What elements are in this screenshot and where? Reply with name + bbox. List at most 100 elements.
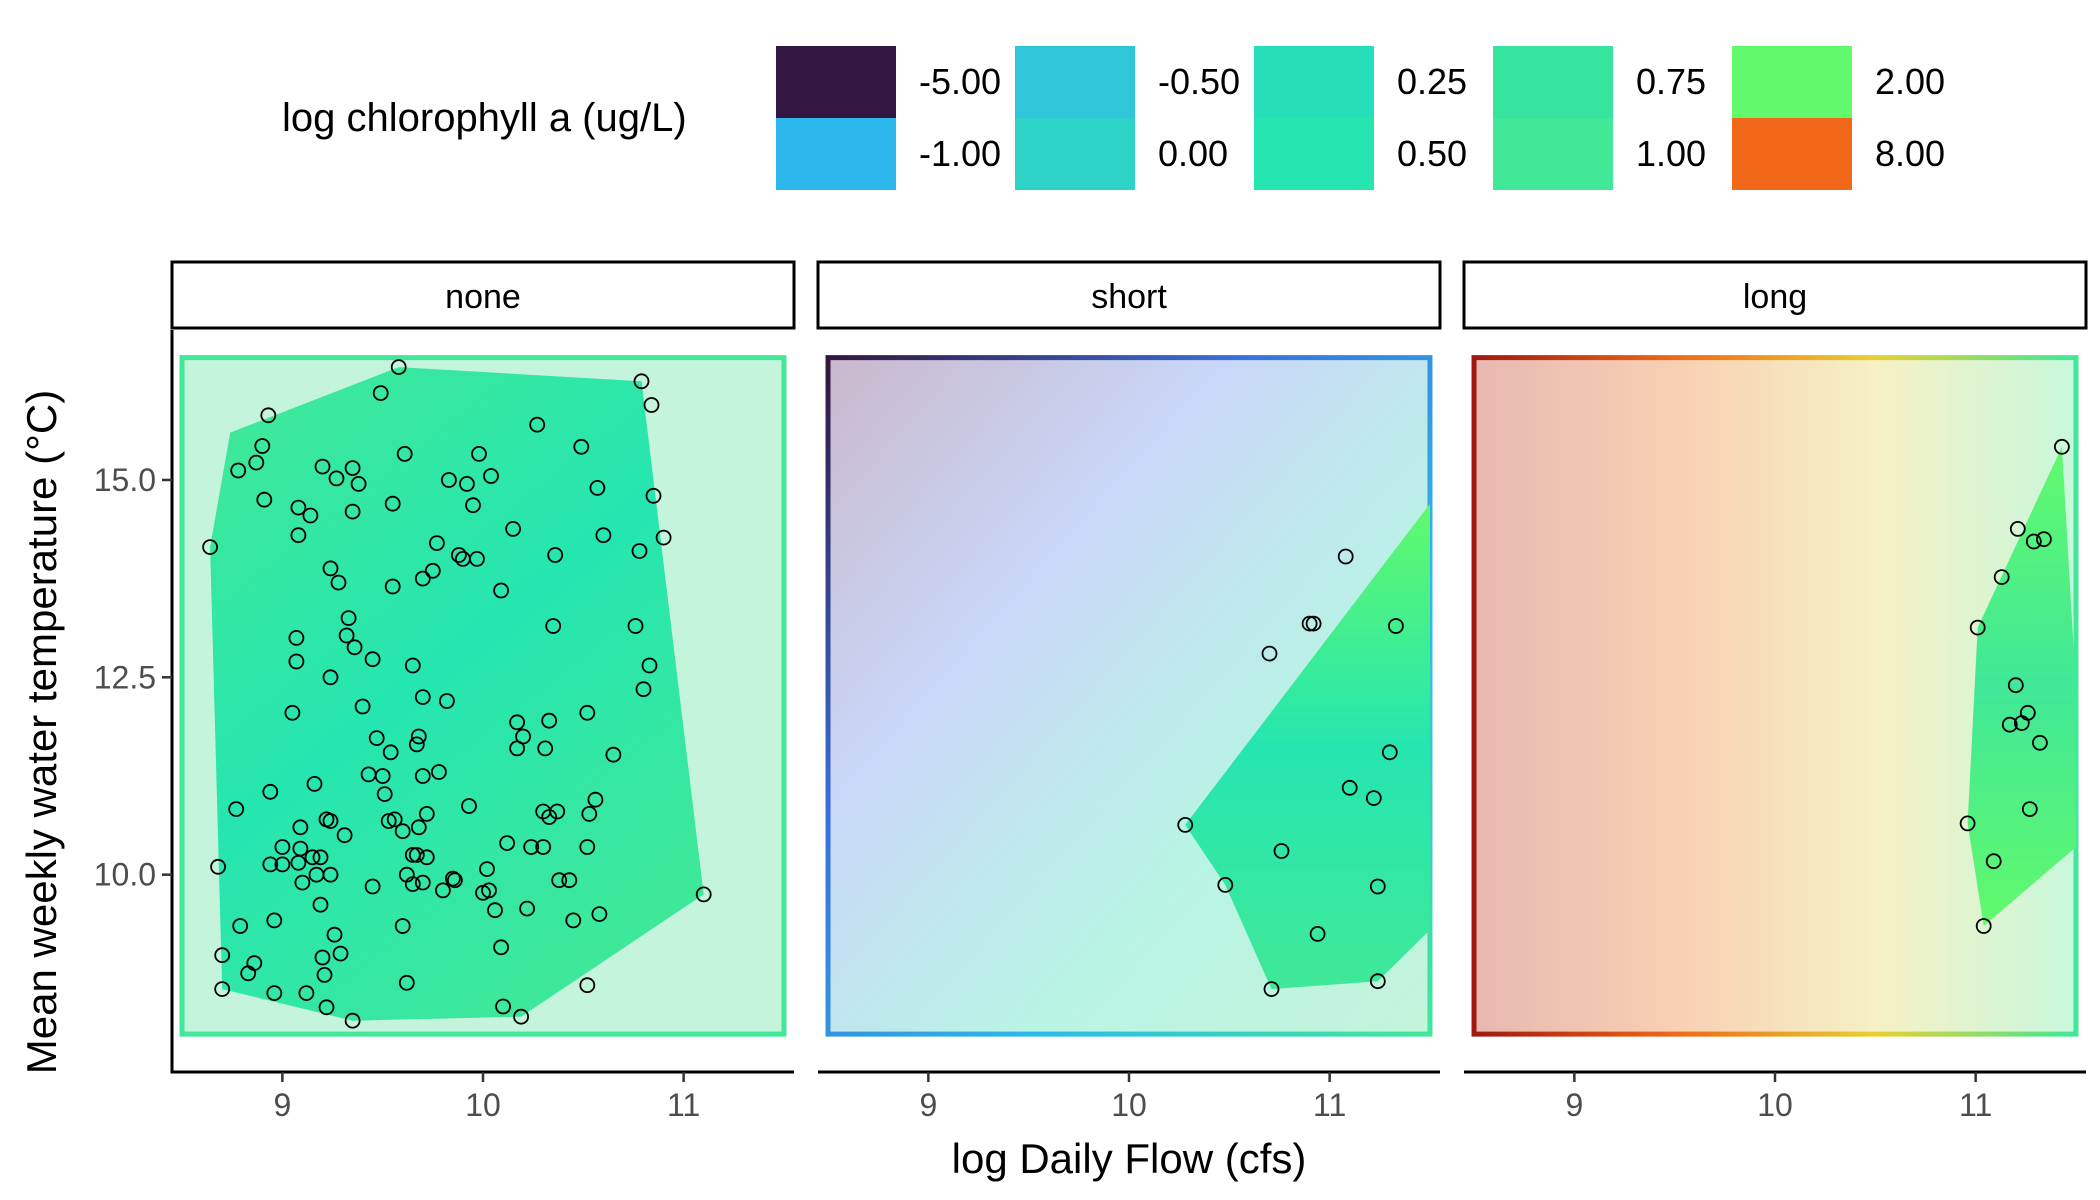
data-point <box>573 438 590 455</box>
data-point <box>529 416 546 433</box>
data-point <box>2009 521 2026 537</box>
x-tick-label: 10 <box>1757 1087 1793 1123</box>
data-point <box>292 819 309 836</box>
data-point <box>589 479 606 496</box>
data-point <box>643 397 660 413</box>
data-point <box>1369 973 1386 990</box>
data-point <box>214 981 231 997</box>
data-point <box>1381 744 1398 761</box>
y-tick-label: 15.0 <box>94 462 156 498</box>
legend-key-0.25 <box>1254 46 1374 118</box>
data-point <box>547 547 564 563</box>
data-point <box>312 849 329 866</box>
data-point <box>515 728 531 745</box>
x-tick-label: 9 <box>1565 1087 1583 1123</box>
facet-strip-label-short: short <box>1091 278 1167 316</box>
x-tick-label: 9 <box>919 1087 937 1123</box>
data-point <box>565 912 582 929</box>
legend-key--5.00 <box>776 46 896 118</box>
data-point <box>346 639 363 656</box>
data-point <box>641 657 658 674</box>
data-point <box>535 839 552 855</box>
data-point <box>537 740 554 757</box>
data-point <box>404 657 421 674</box>
legend: log chlorophyll a (ug/L) -5.00 -1.00 -0.50… <box>282 46 1945 190</box>
data-point <box>354 698 371 715</box>
data-point <box>260 407 277 424</box>
data-point <box>230 462 247 479</box>
legend-label-0.00: 0.00 <box>1158 133 1228 174</box>
legend-label--0.50: -0.50 <box>1158 61 1240 102</box>
data-point <box>396 445 413 462</box>
data-point <box>579 704 596 721</box>
data-point <box>2021 801 2038 817</box>
field-border-none <box>179 355 787 1037</box>
data-point <box>414 689 431 705</box>
legend-key-0.00 <box>1015 118 1135 190</box>
data-point <box>631 543 648 559</box>
data-point <box>322 866 339 883</box>
data-point <box>579 977 596 994</box>
data-point <box>465 497 481 514</box>
data-point <box>1365 790 1382 806</box>
data-point <box>1273 843 1290 859</box>
data-point <box>326 926 343 943</box>
data-point <box>232 918 249 934</box>
data-point <box>545 618 562 634</box>
data-point <box>541 809 558 825</box>
x-tick-label: 9 <box>273 1087 291 1123</box>
data-point <box>384 495 401 512</box>
interpolated-region-short <box>1185 503 1430 990</box>
facet-strip-label-none: none <box>445 278 521 316</box>
data-point <box>290 499 307 516</box>
data-point <box>605 746 622 763</box>
data-point <box>214 947 231 964</box>
legend-label-1.00: 1.00 <box>1636 133 1706 174</box>
data-point <box>434 882 451 899</box>
legend-label--1.00: -1.00 <box>919 133 1001 174</box>
data-point <box>428 535 445 551</box>
data-point <box>316 967 333 983</box>
data-point <box>314 949 331 966</box>
data-point <box>398 974 415 991</box>
facet-none: none 9 10 11 10.0 12.5 15.0 <box>94 260 796 1123</box>
legend-label-0.75: 0.75 <box>1636 61 1706 102</box>
data-point <box>444 870 461 887</box>
data-point <box>372 385 389 402</box>
data-point <box>314 458 331 475</box>
data-point <box>248 454 265 471</box>
data-point <box>430 764 447 780</box>
data-point <box>290 527 307 544</box>
data-point <box>394 918 411 934</box>
data-point <box>633 373 650 390</box>
data-point <box>523 839 540 855</box>
legend-key--0.50 <box>1015 46 1135 118</box>
data-point <box>513 1008 529 1025</box>
data-point <box>408 736 425 753</box>
data-point <box>581 806 598 822</box>
data-point <box>350 475 367 492</box>
data-point <box>376 786 393 802</box>
data-point <box>336 827 353 844</box>
data-point <box>338 627 355 644</box>
data-point <box>390 359 407 376</box>
data-point <box>1177 817 1194 833</box>
data-point <box>2007 677 2024 694</box>
data-point <box>374 768 391 784</box>
data-point <box>655 529 672 546</box>
x-tick-label: 11 <box>1313 1087 1346 1123</box>
data-point <box>410 728 427 745</box>
legend-label-8.00: 8.00 <box>1875 133 1945 174</box>
data-point <box>627 618 644 634</box>
data-point <box>294 874 311 891</box>
data-point <box>483 468 499 484</box>
data-point <box>318 999 335 1016</box>
data-point <box>1337 548 1354 565</box>
data-point <box>1969 619 1986 636</box>
facet-short: short 9 10 11 <box>816 260 1442 1123</box>
data-point <box>386 811 403 828</box>
facet-long: long 9 10 11 <box>1462 260 2088 1123</box>
data-point <box>424 562 441 579</box>
data-point <box>1985 853 2002 870</box>
x-axis-title: log Daily Flow (cfs) <box>952 1135 1307 1182</box>
